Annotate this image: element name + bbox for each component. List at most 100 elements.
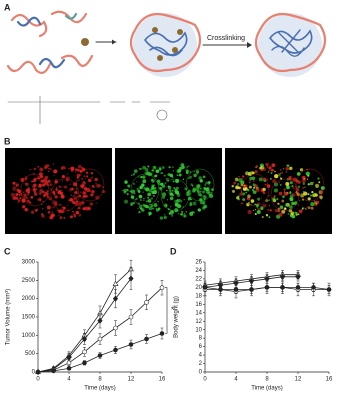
speckle [48, 168, 50, 170]
speckle [70, 194, 73, 197]
speckle [149, 172, 153, 176]
micrograph [225, 148, 332, 234]
speckle [249, 180, 251, 182]
speckle [196, 184, 201, 188]
speckle [136, 187, 140, 191]
speckle [82, 195, 85, 198]
speckle [296, 172, 301, 176]
speckle [56, 209, 58, 211]
speckle [126, 193, 129, 196]
speckle [133, 169, 138, 174]
marker [113, 325, 118, 331]
speckle [296, 212, 298, 214]
speckle [159, 216, 164, 220]
speckle [99, 184, 102, 187]
speckle [83, 192, 86, 194]
marker [97, 353, 103, 358]
speckle [151, 179, 155, 183]
speckle [265, 162, 269, 167]
speckle [268, 195, 270, 197]
speckle [173, 186, 176, 189]
marker [279, 273, 286, 280]
speckle [289, 197, 294, 202]
speckle [147, 199, 152, 203]
speckle [26, 188, 31, 192]
speckle [74, 171, 76, 173]
speckle [189, 171, 192, 173]
speckle [280, 184, 282, 186]
speckle [21, 199, 26, 203]
speckle [268, 216, 271, 219]
speckle [193, 173, 197, 178]
speckle [163, 203, 168, 208]
speckle [90, 193, 94, 197]
y-tick-label: 0 [199, 370, 203, 376]
speckle [285, 166, 289, 171]
speckle [177, 212, 180, 215]
speckle [179, 166, 182, 170]
speckle [166, 189, 168, 192]
speckle [148, 206, 153, 211]
speckle [101, 190, 105, 194]
speckle [139, 198, 143, 202]
speckle [169, 173, 173, 177]
speckle [29, 201, 32, 204]
speckle [274, 170, 276, 173]
y-tick-label: 12 [195, 319, 202, 325]
speckle [189, 211, 194, 216]
speckle [299, 168, 304, 172]
speckle [272, 179, 277, 184]
speckle [307, 206, 309, 209]
speckle [285, 181, 290, 186]
y-tick-label: 2500 [22, 278, 36, 284]
speckle [48, 197, 52, 201]
speckle [292, 177, 297, 182]
speckle [163, 215, 168, 220]
speckle [280, 171, 284, 174]
speckle [288, 205, 293, 209]
speckle [169, 175, 171, 177]
speckle [156, 179, 161, 184]
speckle [281, 201, 283, 203]
speckle [199, 179, 203, 183]
speckle [61, 180, 64, 182]
speckle [25, 182, 29, 187]
speckle [59, 191, 64, 196]
speckle [167, 199, 169, 201]
arrow-label: Crosslinking [207, 35, 245, 42]
speckle [52, 206, 55, 209]
marker [326, 287, 332, 292]
speckle [260, 166, 265, 170]
marker [113, 347, 118, 353]
marker [128, 314, 134, 320]
speckle [243, 184, 246, 187]
speckle [142, 191, 144, 193]
speckle [129, 190, 132, 193]
speckle [278, 181, 280, 184]
speckle [59, 217, 62, 220]
speckle [274, 197, 276, 199]
speckle [77, 208, 79, 210]
speckle [54, 180, 58, 184]
speckle [269, 209, 272, 212]
speckle [268, 166, 272, 170]
speckle [318, 181, 321, 184]
speckle [181, 210, 184, 213]
speckle [80, 191, 82, 193]
speckle [209, 185, 211, 187]
speckle [242, 192, 246, 196]
speckle [10, 192, 15, 197]
speckle [149, 203, 151, 205]
speckle [148, 188, 153, 193]
speckle [302, 187, 304, 189]
speckle [271, 197, 276, 202]
speckle [44, 166, 47, 169]
speckle [138, 168, 141, 170]
speckle [264, 183, 267, 186]
speckle [47, 170, 50, 172]
speckle [314, 201, 316, 203]
speckle [175, 186, 179, 190]
speckle [195, 170, 200, 174]
